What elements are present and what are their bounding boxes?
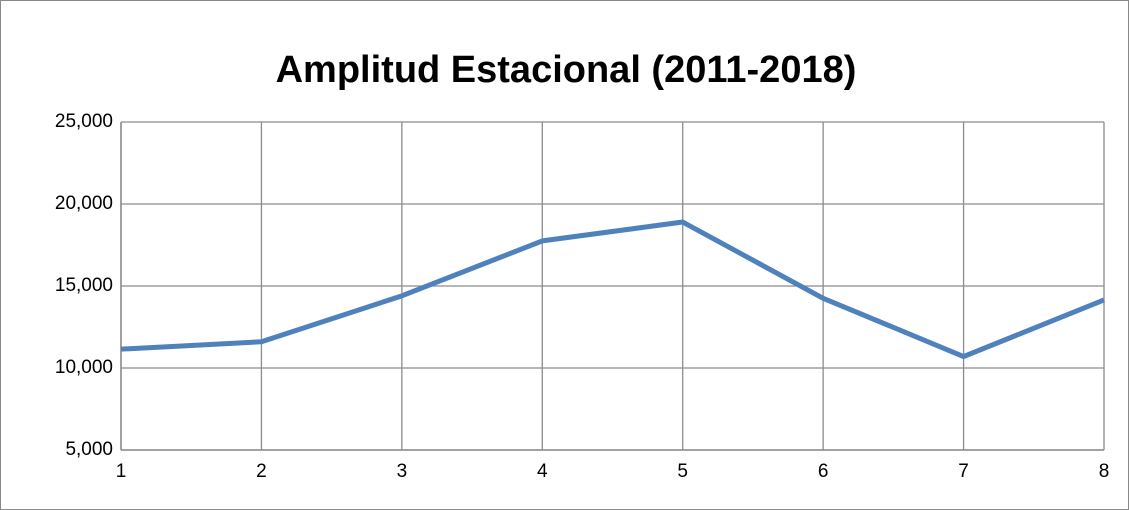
x-tick-label: 5 (677, 461, 688, 482)
x-tick-label: 6 (818, 461, 829, 482)
y-tick-label: 20,000 (55, 193, 113, 214)
chart-title: Amplitud Estacional (2011-2018) (276, 49, 857, 91)
x-tick-label: 7 (958, 461, 969, 482)
data-line (120, 219, 1105, 360)
y-tick-label: 15,000 (55, 275, 113, 296)
y-tick-label: 10,000 (55, 357, 113, 378)
x-tick-label: 2 (256, 461, 267, 482)
x-tick-label: 4 (537, 461, 548, 482)
x-tick-label: 1 (116, 461, 127, 482)
y-tick-label: 5,000 (65, 439, 113, 460)
y-tick-label: 25,000 (55, 111, 113, 132)
x-tick-label: 8 (1099, 461, 1110, 482)
x-tick-label: 3 (397, 461, 408, 482)
